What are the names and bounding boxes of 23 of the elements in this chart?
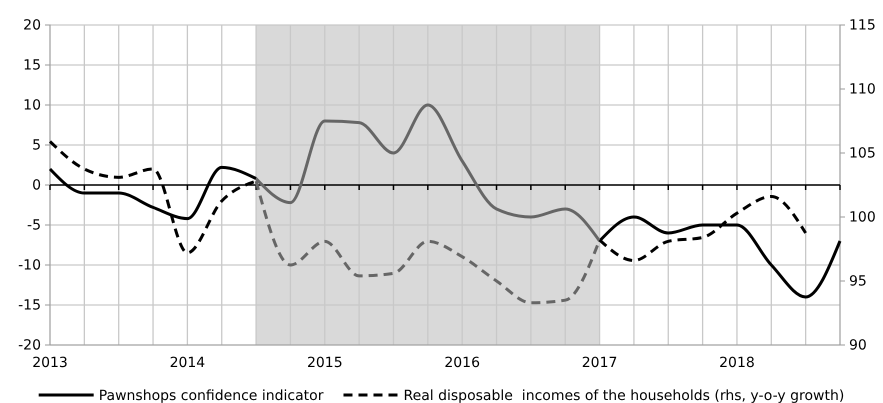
y-tick-label: 15 xyxy=(23,57,41,74)
y-tick-label: -5 xyxy=(27,217,41,234)
y2-tick-label: 95 xyxy=(849,273,867,290)
legend-label: Pawnshops confidence indicator xyxy=(98,388,324,403)
x-tick-label: 2015 xyxy=(306,354,343,371)
y-tick-label: -15 xyxy=(18,297,41,314)
y2-tick-label: 90 xyxy=(849,337,867,354)
x-tick-label: 2014 xyxy=(170,354,206,371)
y2-tick-label: 105 xyxy=(849,145,876,162)
y2-tick-label: 115 xyxy=(849,17,876,34)
y-tick-label: 20 xyxy=(23,17,41,34)
y-tick-label: -10 xyxy=(18,257,41,274)
x-tick-label: 2013 xyxy=(32,354,68,371)
x-tick-label: 2017 xyxy=(582,354,618,371)
y-tick-label: 5 xyxy=(32,137,41,154)
x-tick-label: 2018 xyxy=(719,354,755,371)
x-tick-label: 2016 xyxy=(444,354,480,371)
y2-tick-label: 100 xyxy=(849,209,876,226)
y-tick-label: 10 xyxy=(23,97,41,114)
y-tick-label: 0 xyxy=(32,177,41,194)
y-tick-label: -20 xyxy=(18,337,41,354)
legend-label: Real disposable incomes of the households (rhs, y-o-y growth) xyxy=(403,388,844,403)
y2-tick-label: 110 xyxy=(849,81,876,98)
